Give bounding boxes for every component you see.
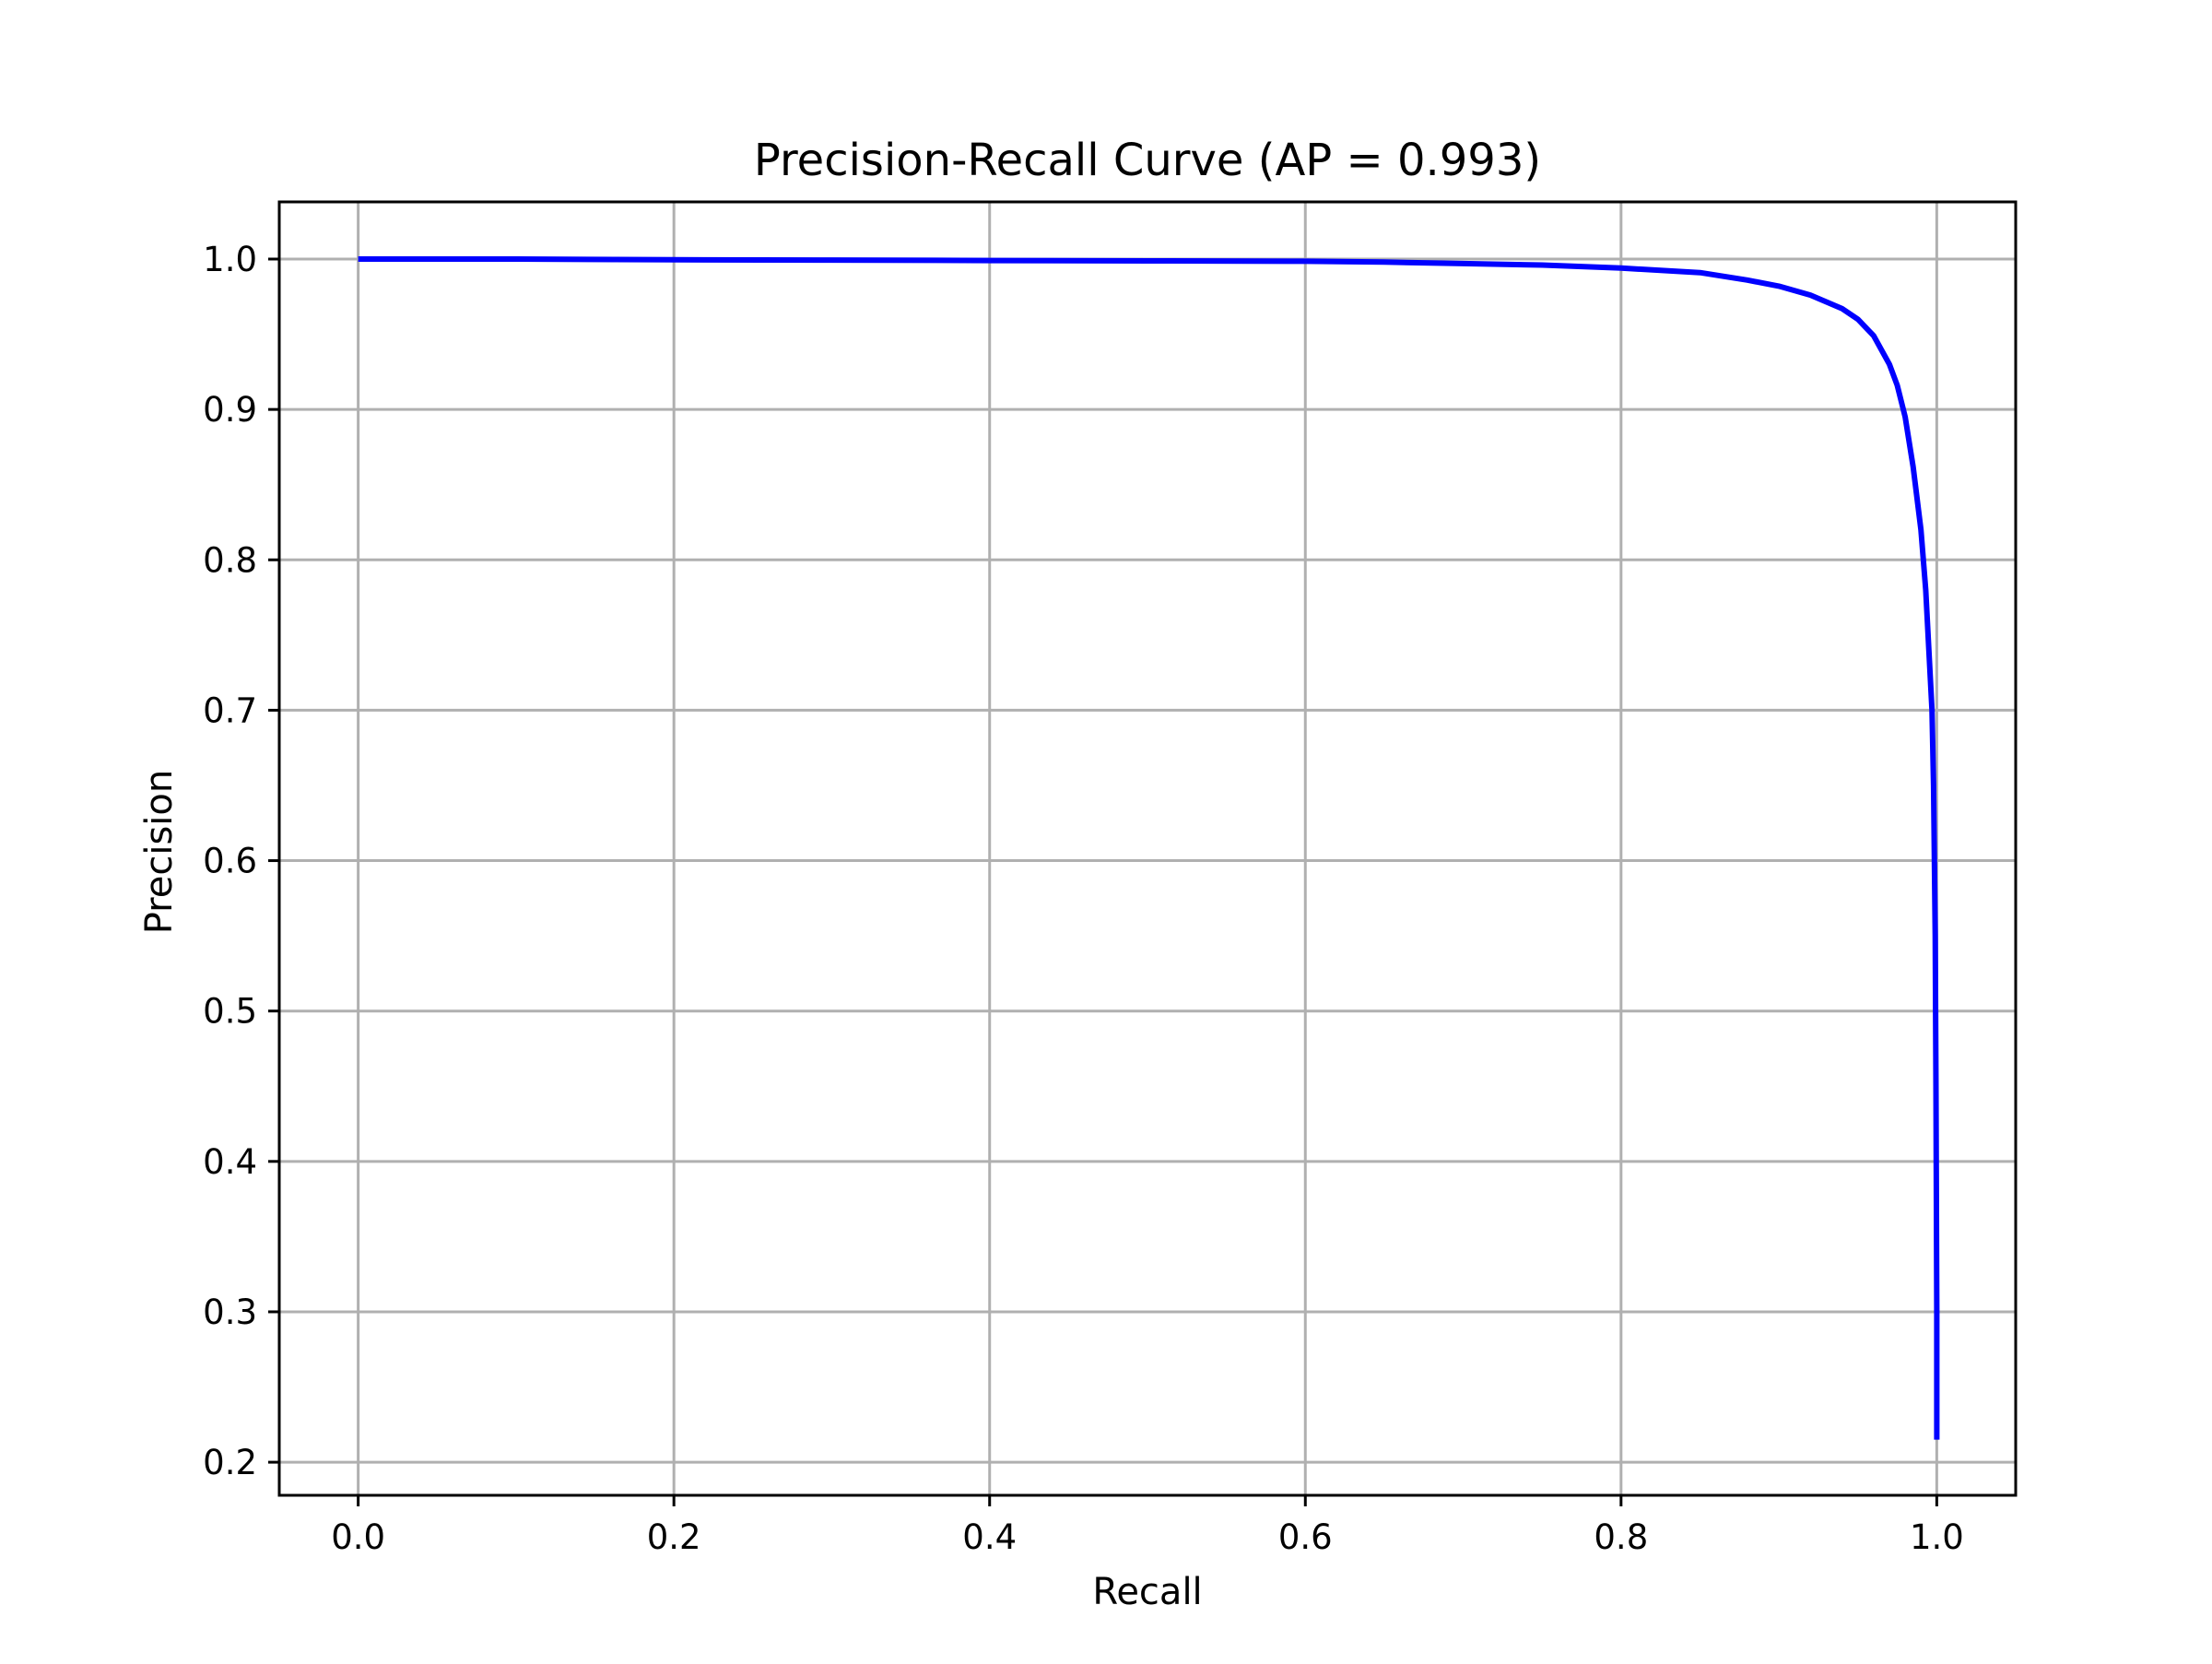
x-tick-label: 0.2 (647, 1517, 701, 1557)
x-tick-label: 0.6 (1278, 1517, 1333, 1557)
x-axis-label: Recall (1092, 1571, 1202, 1613)
y-tick-label: 0.3 (203, 1292, 257, 1332)
y-axis-label: Precision (138, 770, 181, 934)
y-tick-label: 0.5 (203, 992, 257, 1032)
y-tick-label: 0.2 (203, 1443, 257, 1482)
precision-recall-line (358, 256, 1940, 1440)
series-layer (358, 256, 1940, 1440)
x-tick-label: 0.8 (1594, 1517, 1648, 1557)
ticks-layer: 0.0 0.2 0.4 0.6 0.8 1.0 0.2 0.3 0.4 0.5 0.6 0.7 0.8 0… (203, 240, 1964, 1557)
y-tick-label: 0.7 (203, 690, 257, 730)
x-tick-label: 1.0 (1910, 1517, 1964, 1557)
y-tick-label: 1.0 (203, 240, 257, 279)
y-tick-label: 0.4 (203, 1142, 257, 1182)
plot-frame (277, 200, 2018, 1497)
x-tick-label: 0.0 (331, 1517, 385, 1557)
y-tick-label: 0.6 (203, 842, 257, 881)
y-tick-label: 0.9 (203, 390, 257, 430)
y-tick-label: 0.8 (203, 540, 257, 580)
chart-title: Precision-Recall Curve (AP = 0.993) (754, 135, 1541, 186)
x-tick-label: 0.4 (962, 1517, 1017, 1557)
